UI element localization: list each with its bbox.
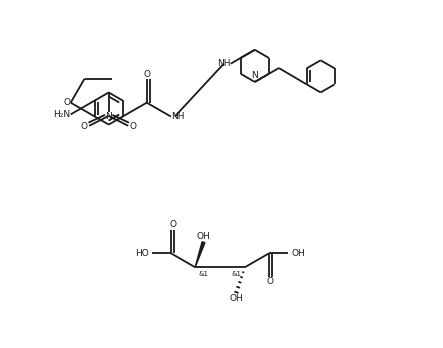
Text: OH: OH [291,249,305,258]
Text: HO: HO [135,249,148,258]
Text: O: O [169,220,176,229]
Text: OH: OH [197,232,210,241]
Text: O: O [130,122,136,131]
Text: N: N [105,112,112,121]
Text: OH: OH [229,294,243,303]
Text: O: O [63,98,70,107]
Text: N: N [252,71,258,80]
Text: NH: NH [217,59,230,68]
Text: O: O [267,277,274,286]
Text: H₂N: H₂N [53,110,70,119]
Text: O: O [81,122,88,131]
Text: NH: NH [171,112,185,121]
Text: &1: &1 [232,271,242,277]
Polygon shape [195,242,205,267]
Text: O: O [143,70,150,79]
Text: &1: &1 [198,271,208,277]
